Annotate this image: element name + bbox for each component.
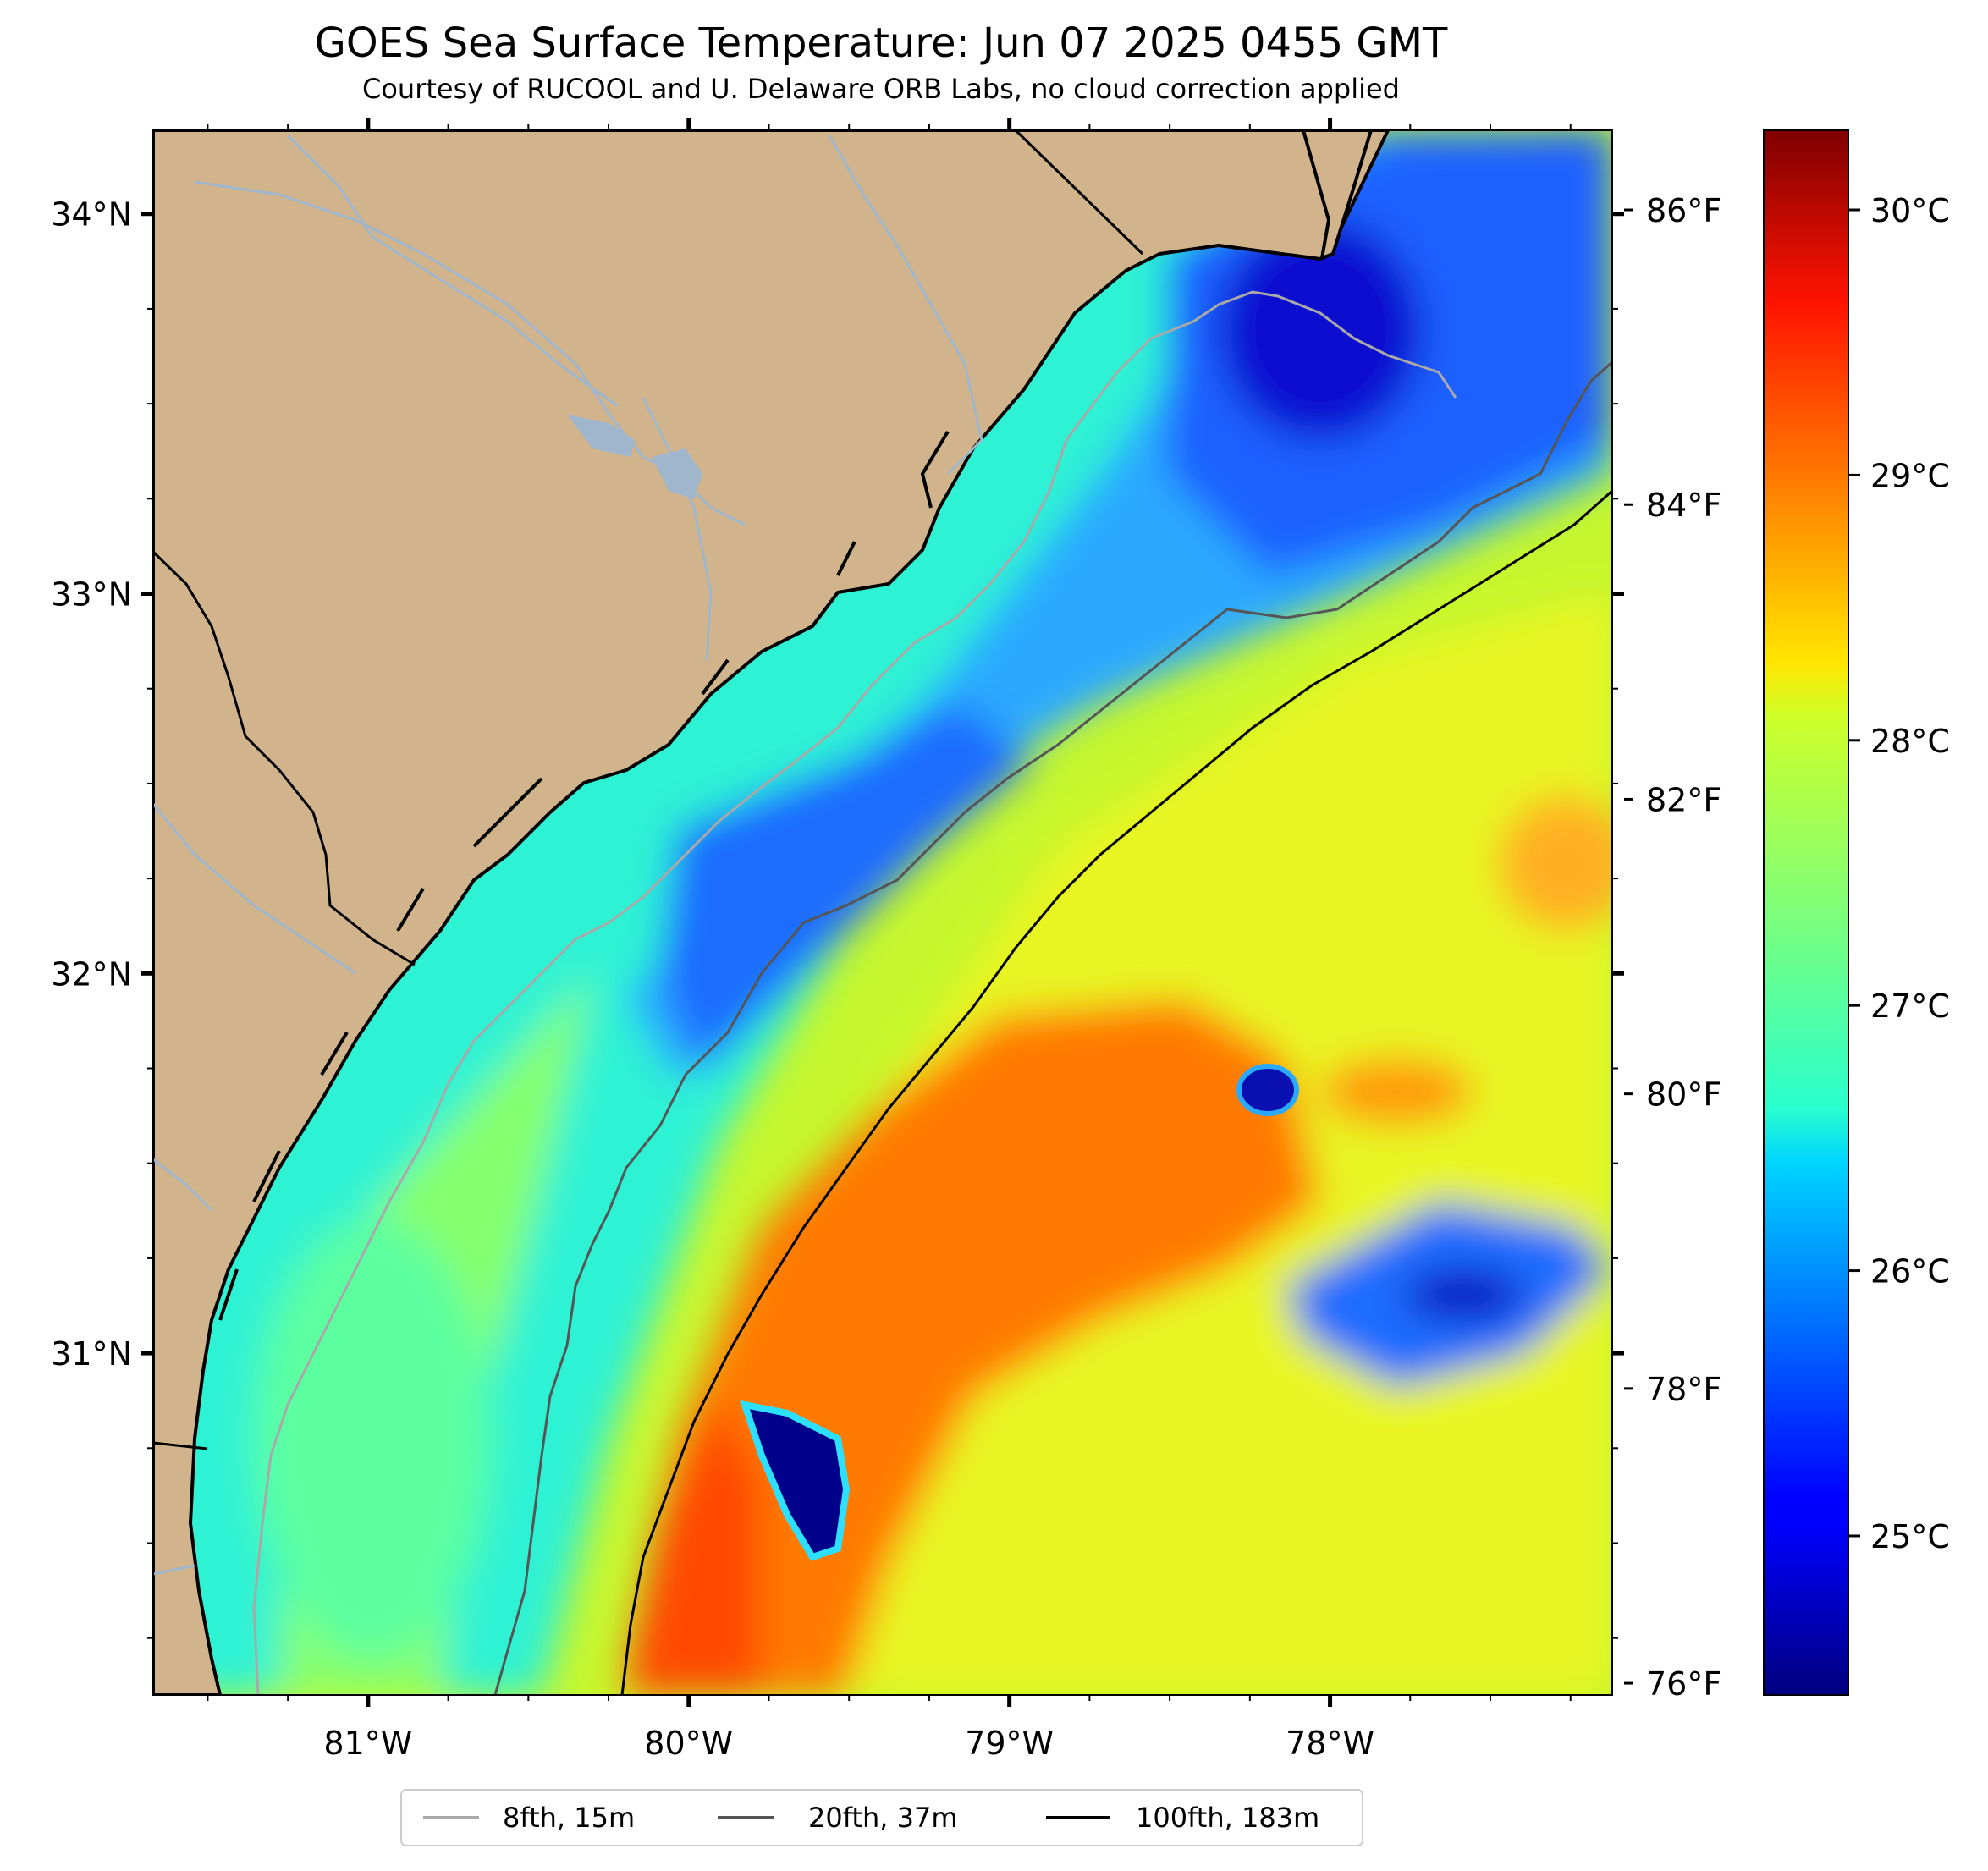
fahrenheit-axis: 86°F 84°F 82°F 80°F 78°F 76°F (1624, 192, 1721, 1703)
lon-tick-label: 79°W (965, 1725, 1054, 1762)
isobath-100fth (620, 489, 1612, 1695)
lon-tick-label: 81°W (323, 1725, 412, 1762)
minor-ticks (147, 124, 1618, 1701)
legend-label-100fth: 100fth, 183m (1136, 1802, 1319, 1834)
legend-label-20fth: 20fth, 37m (808, 1802, 957, 1834)
lake-marion (567, 415, 635, 457)
sst-cold-core-east (1236, 1064, 1299, 1116)
sst-warm-eddy-east (1320, 1058, 1473, 1125)
fahrenheit-tick-label: 78°F (1646, 1371, 1721, 1408)
land-cape-fear (1301, 130, 1374, 261)
river-savannah (153, 803, 356, 975)
lat-tick-label: 34°N (51, 196, 132, 234)
state-border-sc-ga (153, 550, 416, 966)
celsius-tick-label: 26°C (1870, 1253, 1950, 1290)
sst-green-shelf-south (254, 1219, 491, 1659)
lake-moultrie (652, 448, 702, 499)
isobath-20fth (493, 360, 1612, 1695)
celsius-tick-label: 29°C (1870, 457, 1950, 494)
fahrenheit-tick-label: 84°F (1646, 487, 1721, 524)
chart-title: GOES Sea Surface Temperature: Jun 07 202… (315, 19, 1448, 67)
map-frame (152, 129, 1613, 1696)
fahrenheit-tick-label: 86°F (1646, 192, 1721, 229)
sst-cold-band-mid (660, 702, 1033, 1075)
barrier-islands (218, 430, 950, 1321)
sst-cold-pool-south (740, 1400, 851, 1561)
sst-warm-eddy-northeast (1498, 795, 1612, 931)
lat-tick-label: 32°N (51, 955, 132, 993)
rivers (153, 134, 983, 1576)
sst-cold-patch-north (1219, 220, 1422, 440)
celsius-axis: 30°C 29°C 28°C 27°C 26°C 25°C (1848, 192, 1950, 1555)
fahrenheit-tick-label: 82°F (1646, 781, 1721, 818)
fahrenheit-tick-label: 80°F (1646, 1076, 1721, 1114)
lon-tick-label: 80°W (644, 1725, 733, 1762)
sst-map (153, 130, 1612, 1695)
longitude-axis: 81°W 80°W 79°W 78°W (323, 118, 1374, 1762)
celsius-tick-label: 30°C (1870, 192, 1950, 229)
fahrenheit-tick-label: 76°F (1646, 1665, 1721, 1703)
legend-box (400, 1789, 1363, 1846)
chart-subtitle: Courtesy of RUCOOL and U. Delaware ORB L… (362, 73, 1400, 105)
river-st-marys (153, 1564, 195, 1576)
celsius-tick-label: 27°C (1870, 988, 1950, 1025)
state-border-nc-sc (1014, 130, 1144, 256)
river-altamaha (153, 1158, 213, 1212)
sst-gulf-stream-core (622, 1396, 762, 1695)
isobath-8fth (252, 290, 1457, 1695)
state-border-ga-fl (153, 1441, 208, 1450)
celsius-tick-label: 25°C (1870, 1518, 1950, 1555)
lat-tick-label: 33°N (51, 576, 132, 614)
latitude-axis: 34°N 33°N 32°N 31°N (51, 196, 1624, 1373)
isobath-legend: 8fth, 15m 20fth, 37m 100fth, 183m (400, 1789, 1363, 1846)
lat-tick-label: 31°N (51, 1335, 132, 1373)
celsius-tick-label: 28°C (1870, 723, 1950, 760)
river-waccamaw (828, 135, 983, 476)
sst-cold-eddy-east (1405, 1269, 1523, 1320)
lon-tick-label: 78°W (1286, 1725, 1374, 1762)
colorbar (1763, 129, 1849, 1696)
legend-label-8fth: 8fth, 15m (503, 1802, 635, 1834)
river-cooper (642, 397, 713, 661)
land-mainland (153, 130, 1390, 1695)
river-pee-dee (286, 134, 619, 408)
